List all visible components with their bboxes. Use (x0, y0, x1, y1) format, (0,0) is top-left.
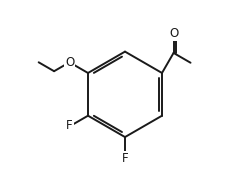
Text: F: F (122, 151, 128, 165)
Text: O: O (169, 27, 178, 40)
Text: F: F (66, 119, 72, 132)
Text: O: O (65, 56, 74, 69)
